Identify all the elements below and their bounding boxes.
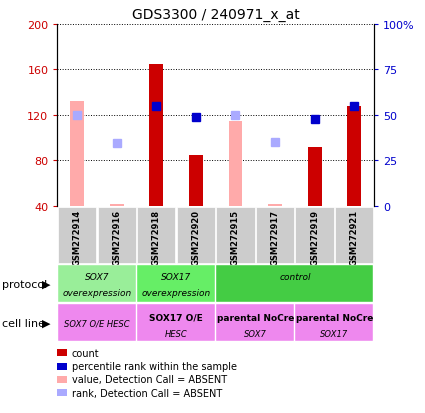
Text: ▶: ▶ xyxy=(42,279,50,289)
Text: GSM272917: GSM272917 xyxy=(271,209,280,265)
Text: cell line: cell line xyxy=(2,318,45,328)
Title: GDS3300 / 240971_x_at: GDS3300 / 240971_x_at xyxy=(132,8,300,22)
Bar xyxy=(58,207,96,264)
Text: SOX17: SOX17 xyxy=(161,273,191,281)
Text: HESC: HESC xyxy=(165,330,187,339)
Text: overexpression: overexpression xyxy=(62,288,132,297)
Bar xyxy=(150,64,163,206)
Text: SOX17: SOX17 xyxy=(320,330,348,339)
Text: GSM272918: GSM272918 xyxy=(152,209,161,265)
Bar xyxy=(137,207,176,264)
Bar xyxy=(189,155,203,206)
Bar xyxy=(295,207,334,264)
Bar xyxy=(177,207,215,264)
Bar xyxy=(268,204,282,206)
Bar xyxy=(216,305,294,342)
Text: parental NoCre: parental NoCre xyxy=(217,313,294,322)
Text: count: count xyxy=(72,348,99,358)
Text: value, Detection Call = ABSENT: value, Detection Call = ABSENT xyxy=(72,375,227,385)
Bar xyxy=(295,305,374,342)
Bar xyxy=(137,266,215,302)
Text: GSM272916: GSM272916 xyxy=(112,209,121,266)
Text: GSM272915: GSM272915 xyxy=(231,209,240,266)
Text: SOX7 O/E HESC: SOX7 O/E HESC xyxy=(64,319,130,328)
Text: SOX17 O/E: SOX17 O/E xyxy=(149,313,203,322)
Text: ▶: ▶ xyxy=(42,318,50,328)
Text: percentile rank within the sample: percentile rank within the sample xyxy=(72,361,237,371)
Text: GSM272919: GSM272919 xyxy=(310,209,319,265)
Bar xyxy=(256,207,294,264)
Text: control: control xyxy=(279,273,311,281)
Bar xyxy=(216,207,255,264)
Bar xyxy=(137,305,215,342)
Text: GSM272921: GSM272921 xyxy=(350,209,359,266)
Text: SOX7: SOX7 xyxy=(244,330,267,339)
Text: protocol: protocol xyxy=(2,279,47,289)
Text: parental NoCre: parental NoCre xyxy=(296,313,373,322)
Text: SOX7: SOX7 xyxy=(85,273,109,281)
Bar xyxy=(70,102,84,206)
Bar xyxy=(58,305,136,342)
Bar xyxy=(229,121,242,206)
Bar xyxy=(308,147,322,206)
Bar xyxy=(216,266,374,302)
Text: GSM272914: GSM272914 xyxy=(73,209,82,266)
Text: overexpression: overexpression xyxy=(142,288,211,297)
Bar xyxy=(335,207,374,264)
Bar xyxy=(58,266,136,302)
Text: rank, Detection Call = ABSENT: rank, Detection Call = ABSENT xyxy=(72,388,222,398)
Bar xyxy=(110,204,124,206)
Text: GSM272920: GSM272920 xyxy=(191,209,201,265)
Bar xyxy=(98,207,136,264)
Bar xyxy=(347,107,361,206)
